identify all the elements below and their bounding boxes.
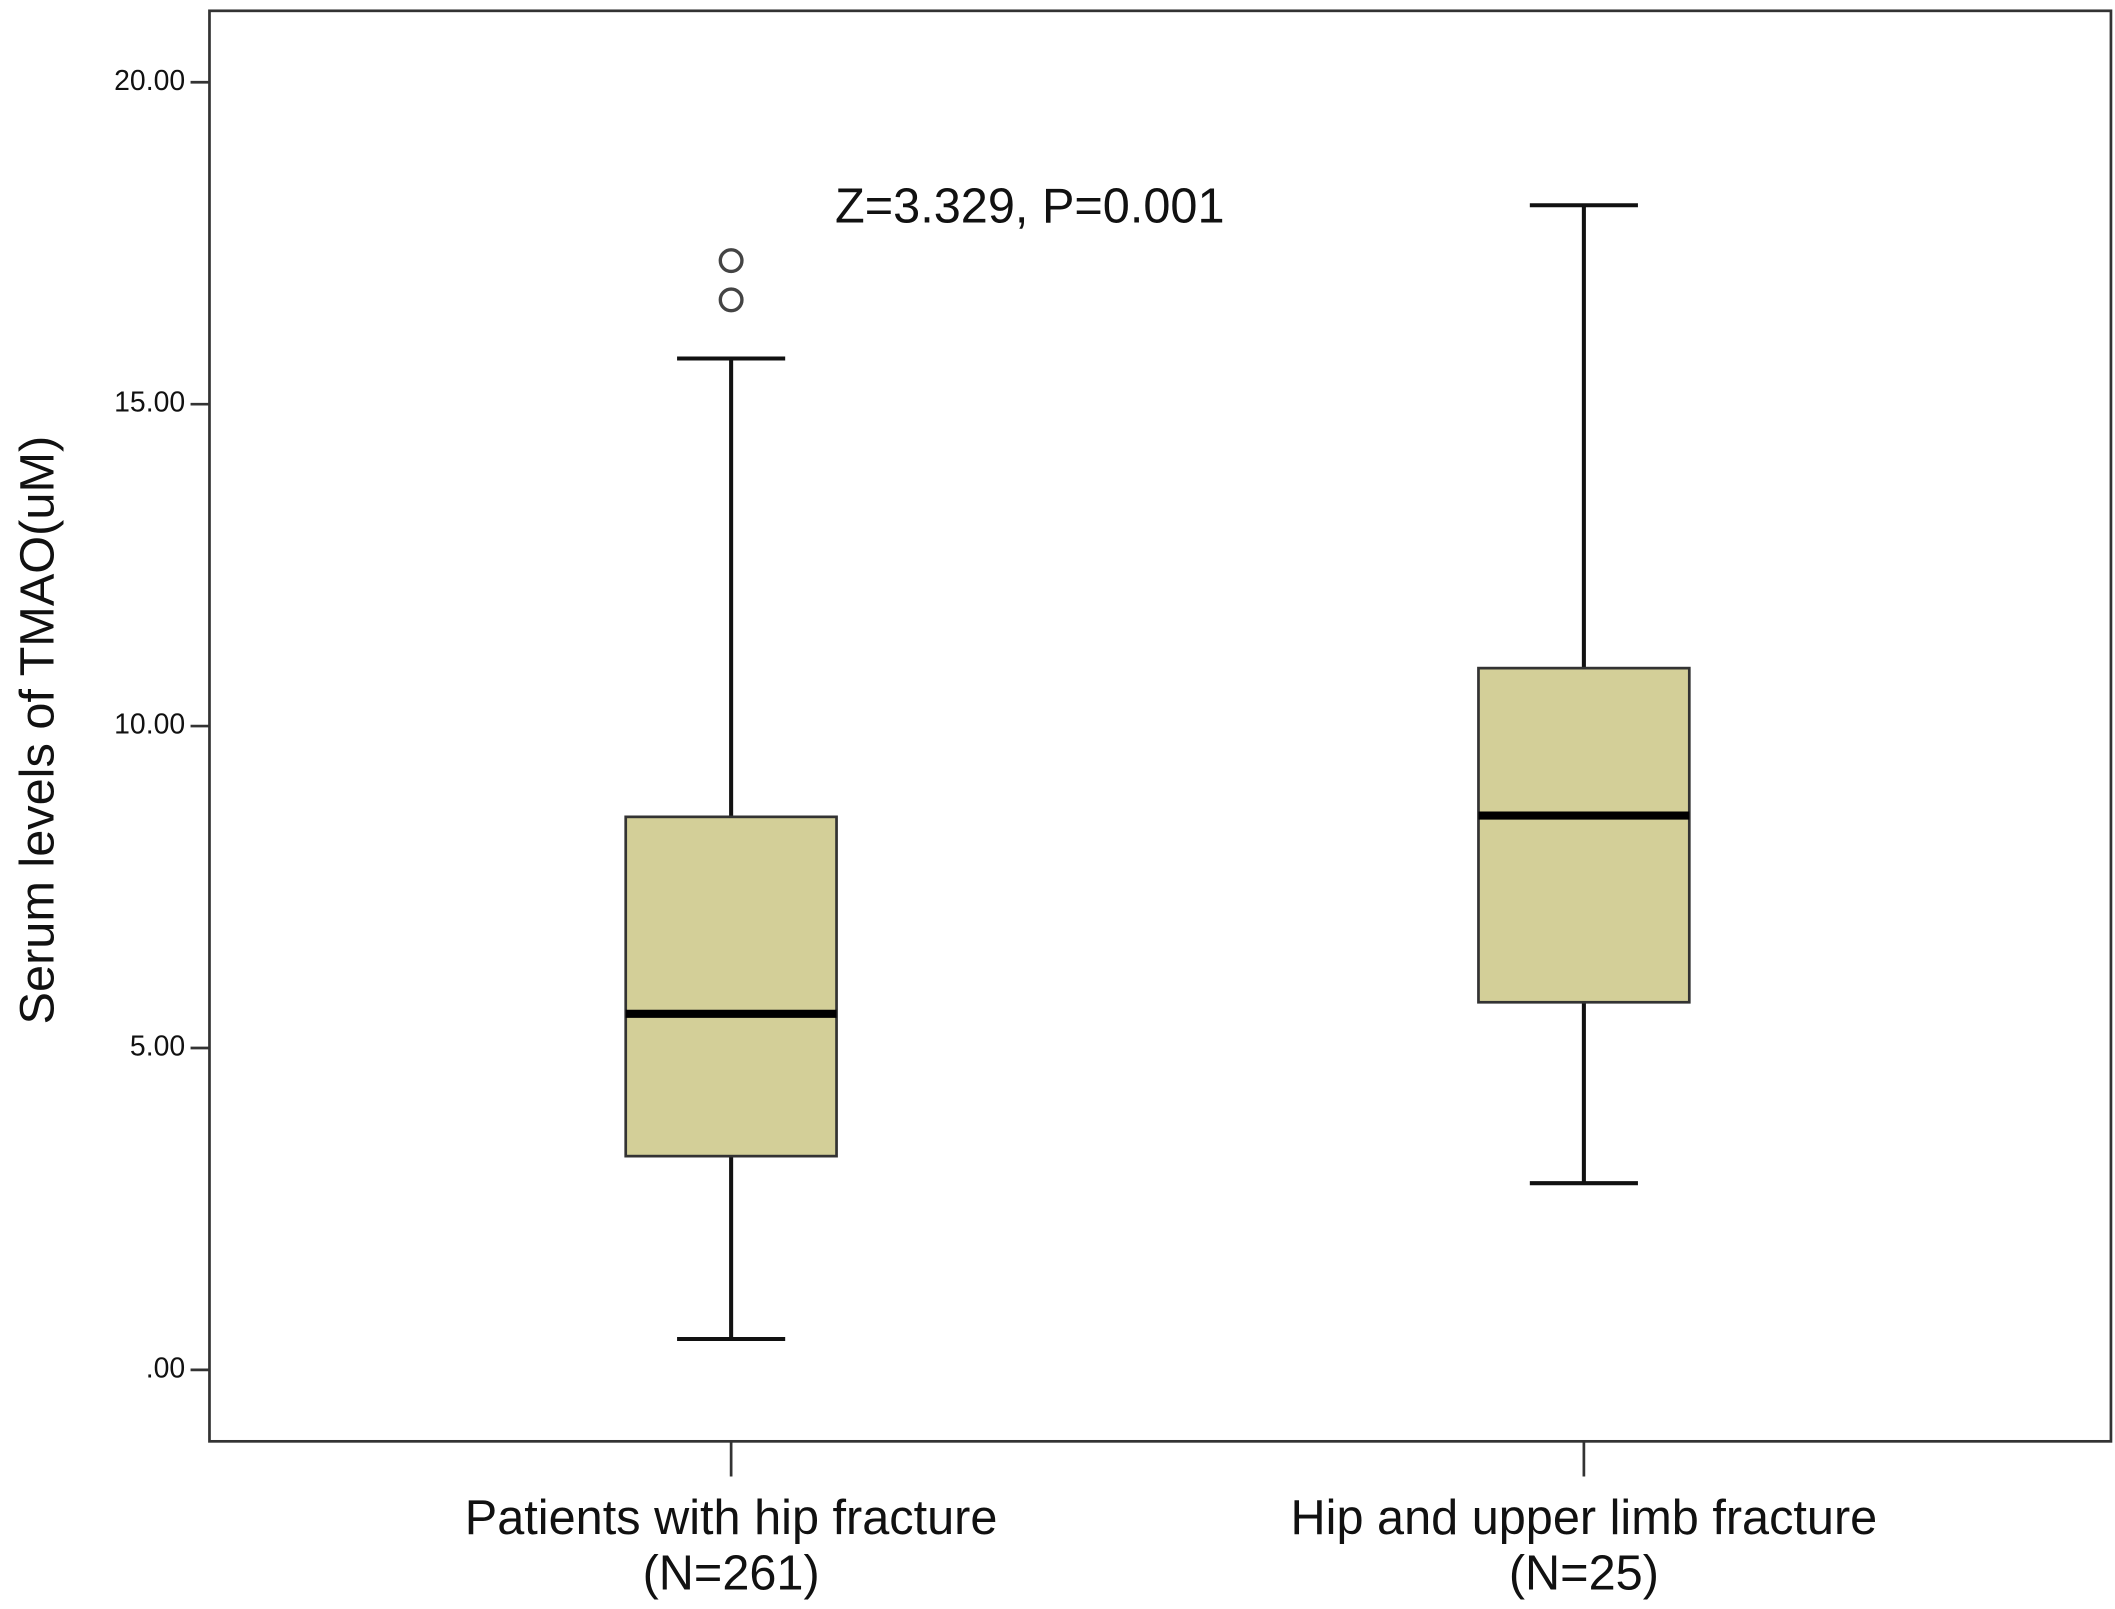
y-tick-label: 20.00	[114, 65, 185, 97]
annotation: Z=3.329, P=0.001	[835, 179, 1224, 233]
box	[624, 815, 838, 1158]
box	[1477, 666, 1691, 1004]
x-tick-note: (N=25)	[1509, 1546, 1659, 1600]
y-tick-label: 10.00	[114, 709, 185, 741]
x-tick-label: Hip and upper limb fracture	[1291, 1491, 1878, 1545]
outlier	[718, 287, 744, 313]
y-axis-label: Serum levels of TMAO(uM)	[10, 436, 64, 1025]
x-tick-note: (N=261)	[643, 1546, 820, 1600]
outlier	[718, 248, 744, 274]
x-tick-label: Patients with hip fracture	[465, 1491, 998, 1545]
y-tick-label: 15.00	[114, 387, 185, 419]
y-tick-label: 5.00	[130, 1030, 185, 1062]
y-tick-label: .00	[146, 1352, 185, 1384]
